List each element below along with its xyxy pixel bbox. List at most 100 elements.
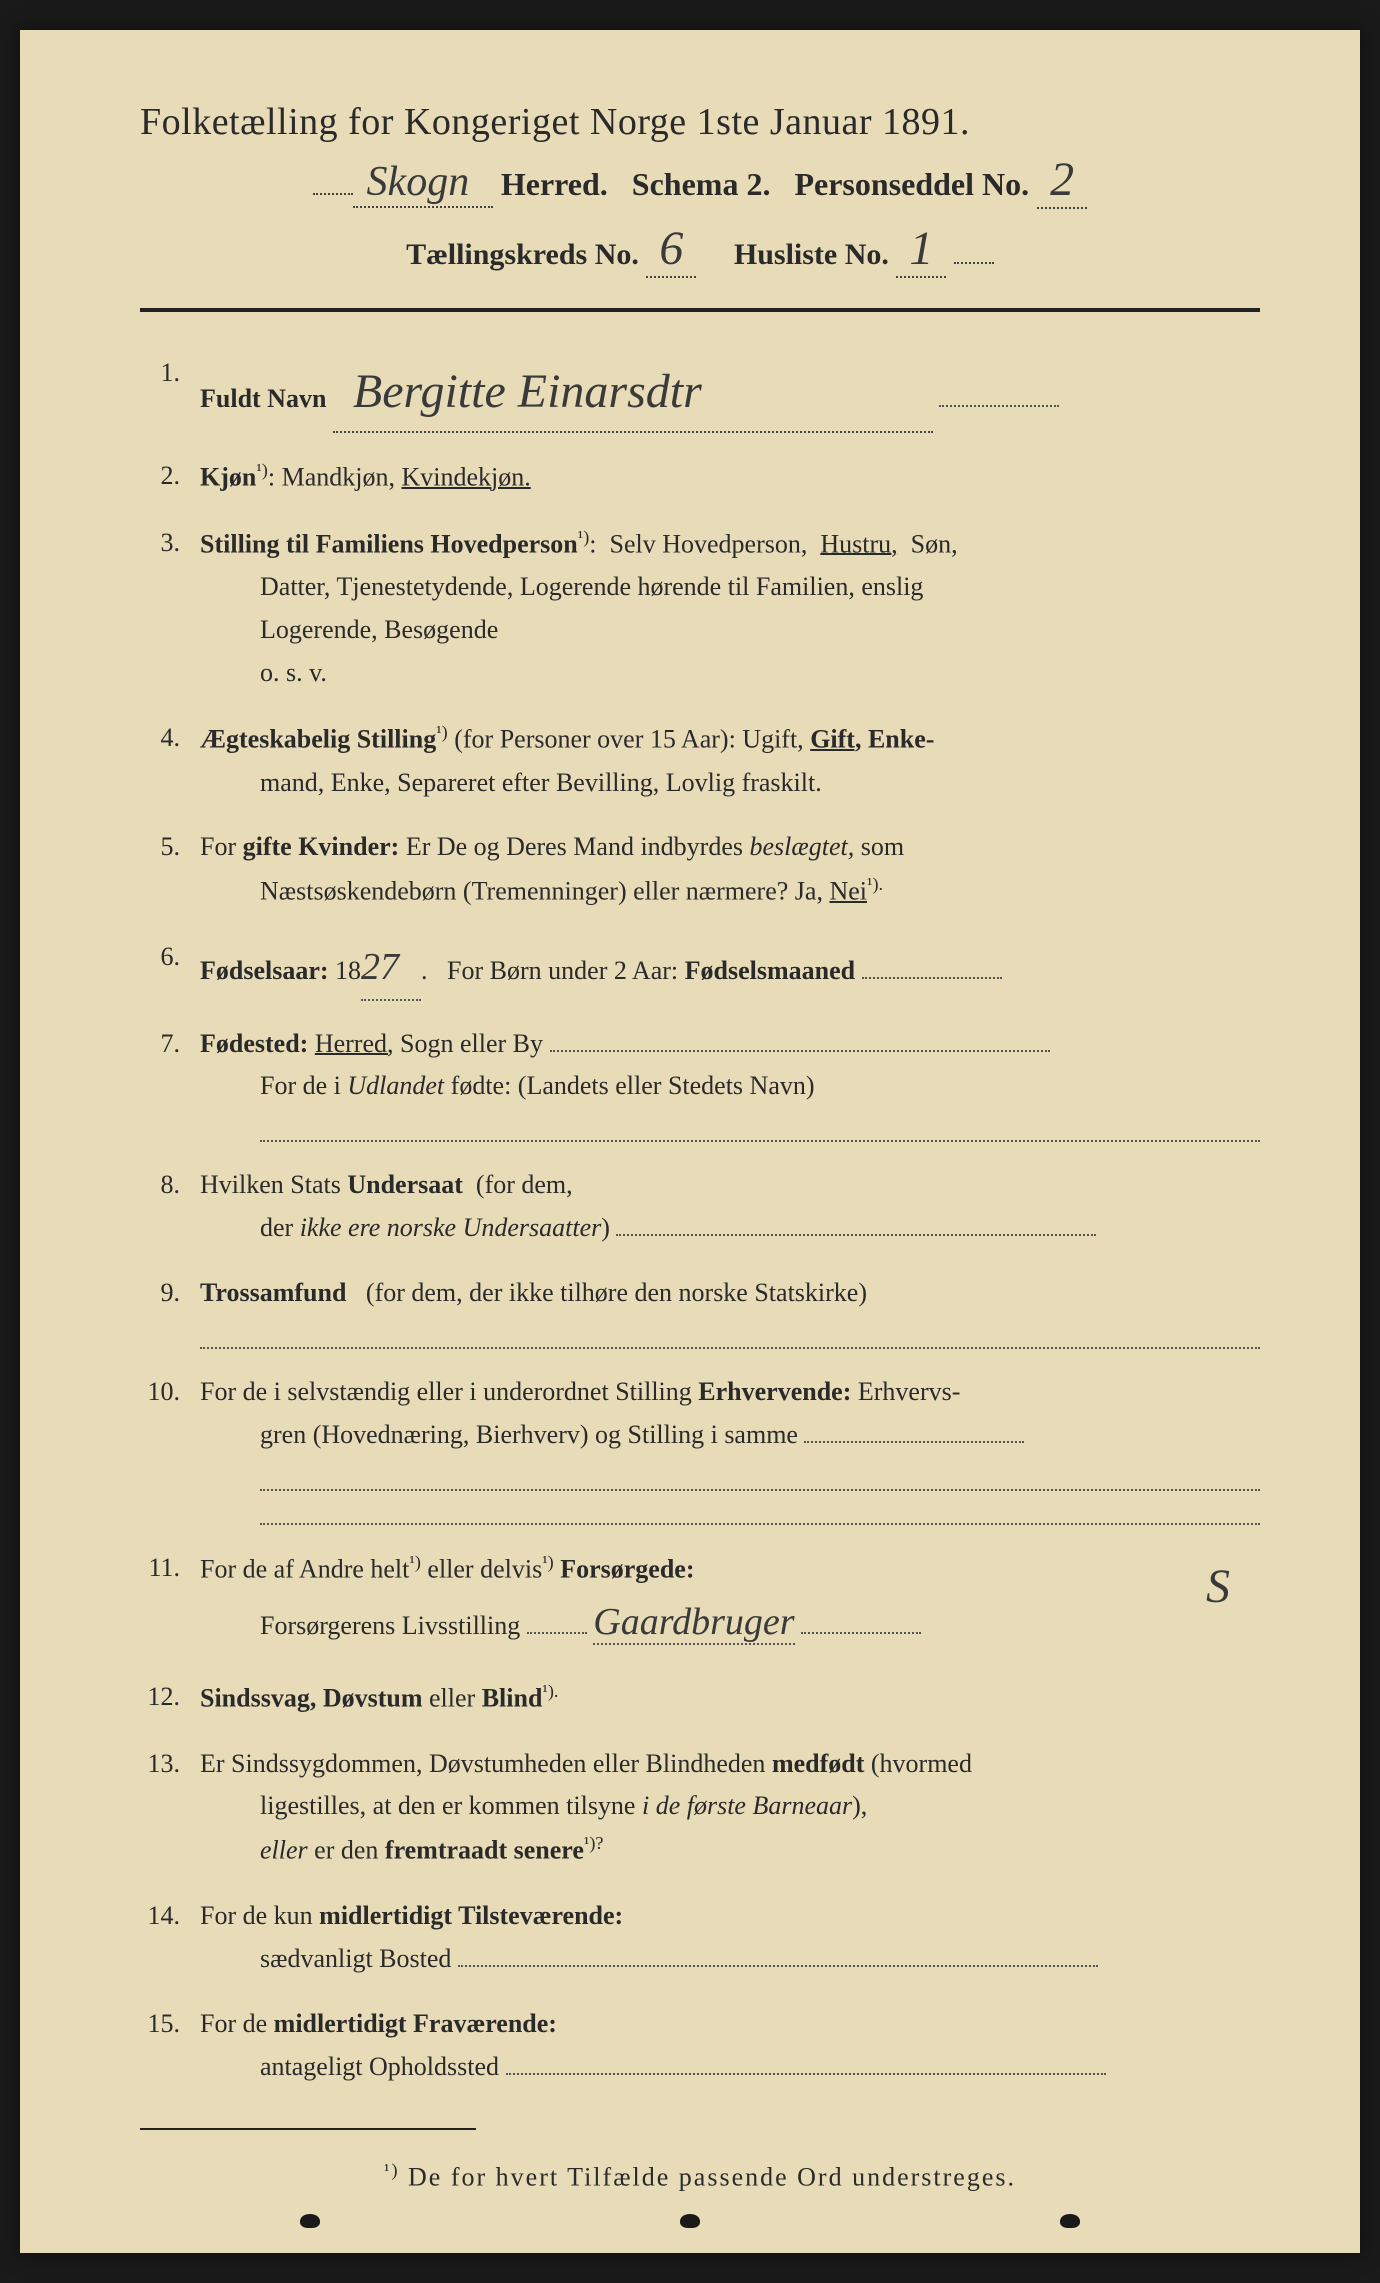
item-12-label: Sindssvag, Døvstum — [200, 1684, 423, 1713]
option-kvindekjon-selected: Kvindekjøn. — [401, 463, 530, 492]
text: Sogn eller By — [400, 1029, 543, 1058]
herred-handwritten: Skogn — [353, 158, 493, 208]
text: Er De og Deres Mand indbyrdes — [406, 832, 743, 861]
item-2-label: Kjøn — [200, 463, 256, 492]
item-num: 3. — [140, 522, 200, 695]
text: ligestilles, at den er kommen tilsyne — [260, 1791, 635, 1820]
divider-thin — [140, 2128, 476, 2130]
sup: ¹) — [409, 1552, 421, 1572]
item-12-label2: Blind — [482, 1684, 543, 1713]
item-11: 11. For de af Andre helt¹) eller delvis¹… — [140, 1547, 1260, 1654]
text-italic: ikke ere norske Undersaatter — [300, 1213, 602, 1242]
item-14-label: midlertidigt Tilsteværende: — [319, 1901, 623, 1930]
sup: ¹)? — [584, 1833, 604, 1853]
herred-selected: Herred, — [315, 1029, 394, 1058]
item-3-label: Stilling til Familiens Hovedperson — [200, 529, 578, 558]
footnote-text: De for hvert Tilfælde passende Ord under… — [408, 2163, 1016, 2192]
item-num: 8. — [140, 1164, 200, 1250]
census-document: Folketælling for Kongeriget Norge 1ste J… — [20, 30, 1360, 2253]
text: (for Personer over 15 Aar): — [454, 725, 736, 754]
item-4: 4. Ægteskabelig Stilling¹) (for Personer… — [140, 717, 1260, 804]
text: eller delvis — [427, 1554, 542, 1583]
herred-label: Herred. — [501, 166, 608, 202]
sup: ¹). — [542, 1681, 558, 1701]
mark-icon — [1060, 2214, 1080, 2228]
text: Selv Hovedperson, — [610, 529, 808, 558]
item-5-label: gifte Kvinder: — [243, 832, 400, 861]
text: Næstsøskendebørn (Tremenninger) eller næ… — [260, 877, 823, 906]
item-num: 15. — [140, 2003, 200, 2089]
text: fødte: (Landets eller Stedets Navn) — [451, 1071, 815, 1100]
item-num: 4. — [140, 717, 200, 804]
text: (for dem, der ikke tilhøre den norske St… — [366, 1278, 867, 1307]
binding-marks — [20, 2214, 1360, 2228]
sup: ¹) — [256, 460, 268, 480]
item-num: 11. — [140, 1547, 200, 1654]
text: sædvanligt Bosted — [260, 1944, 451, 1973]
item-15-label: midlertidigt Fraværende: — [274, 2009, 557, 2038]
text: Logerende, Besøgende — [200, 609, 1260, 652]
text: Forsørgerens Livsstilling — [260, 1611, 520, 1640]
text: Hvilken Stats — [200, 1170, 341, 1199]
birth-year-value: 27 — [361, 936, 421, 1001]
full-name-value: Bergitte Einarsdtr — [333, 352, 933, 433]
text: Datter, Tjenestetydende, Logerende høren… — [200, 566, 1260, 609]
text: For de i selvstændig eller i underordnet… — [200, 1377, 692, 1406]
item-num: 7. — [140, 1023, 200, 1143]
sup: ¹) — [578, 527, 590, 547]
provider-occupation-value: Gaardbruger — [593, 1601, 794, 1645]
divider-thick — [140, 308, 1260, 312]
text: For de — [200, 2009, 267, 2038]
text: gren (Hovednæring, Bierhverv) og Stillin… — [260, 1420, 798, 1449]
item-8-label: Undersaat — [347, 1170, 463, 1199]
sup: ¹) — [436, 722, 448, 742]
item-13: 13. Er Sindssygdommen, Døvstumheden elle… — [140, 1743, 1260, 1873]
husliste-no: 1 — [896, 221, 946, 278]
kreds-no: 6 — [646, 221, 696, 278]
personseddel-label: Personseddel No. — [794, 166, 1029, 202]
text: er den — [314, 1836, 378, 1865]
marginal-mark: S — [1206, 1547, 1230, 1626]
sup: ¹) — [542, 1552, 554, 1572]
item-8: 8. Hvilken Stats Undersaat (for dem, der… — [140, 1164, 1260, 1250]
text: For de af Andre helt — [200, 1554, 409, 1583]
item-1: 1. Fuldt Navn Bergitte Einarsdtr — [140, 352, 1260, 433]
item-num: 2. — [140, 455, 200, 500]
footnote: ¹) De for hvert Tilfælde passende Ord un… — [140, 2160, 1260, 2193]
gift-selected: Gift, — [810, 725, 861, 754]
main-title: Folketælling for Kongeriget Norge 1ste J… — [140, 100, 1260, 144]
text: mand, Enke, Separeret efter Bevilling, L… — [200, 762, 1260, 805]
item-num: 6. — [140, 936, 200, 1001]
item-num: 5. — [140, 826, 200, 913]
text-italic: Udlandet — [347, 1071, 444, 1100]
opt-ugift: Ugift, — [742, 725, 803, 754]
item-7: 7. Fødested: Herred, Sogn eller By For d… — [140, 1023, 1260, 1143]
text: For — [200, 832, 236, 861]
text: o. s. v. — [200, 652, 1260, 695]
year-prefix: 18 — [335, 956, 361, 985]
text: ), — [852, 1791, 867, 1820]
item-num: 12. — [140, 1676, 200, 1721]
herred-line: Skogn Herred. Schema 2. Personseddel No.… — [140, 152, 1260, 209]
mark-icon — [300, 2214, 320, 2228]
sup: ¹) — [384, 2160, 400, 2180]
kreds-line: Tællingskreds No. 6 Husliste No. 1 — [140, 221, 1260, 278]
item-9: 9. Trossamfund (for dem, der ikke tilhør… — [140, 1272, 1260, 1349]
nei-selected: Nei — [829, 877, 867, 906]
item-4-label: Ægteskabelig Stilling — [200, 725, 436, 754]
text: (for dem, — [476, 1170, 573, 1199]
item-3: 3. Stilling til Familiens Hovedperson¹):… — [140, 522, 1260, 695]
item-num: 10. — [140, 1371, 200, 1525]
text: For de i — [260, 1071, 341, 1100]
item-10: 10. For de i selvstændig eller i underor… — [140, 1371, 1260, 1525]
text: eller — [429, 1684, 475, 1713]
text-italic: beslægtet, — [750, 832, 855, 861]
text: (hvormed — [871, 1749, 972, 1778]
item-13-label: medfødt — [772, 1749, 864, 1778]
opt-enke: Enke- — [868, 725, 934, 754]
colon: : — [589, 529, 596, 558]
item-6-label2: Fødselsmaaned — [685, 956, 855, 985]
item-num: 13. — [140, 1743, 200, 1873]
text: som — [861, 832, 904, 861]
item-6: 6. Fødselsaar: 1827. For Børn under 2 Aa… — [140, 936, 1260, 1001]
